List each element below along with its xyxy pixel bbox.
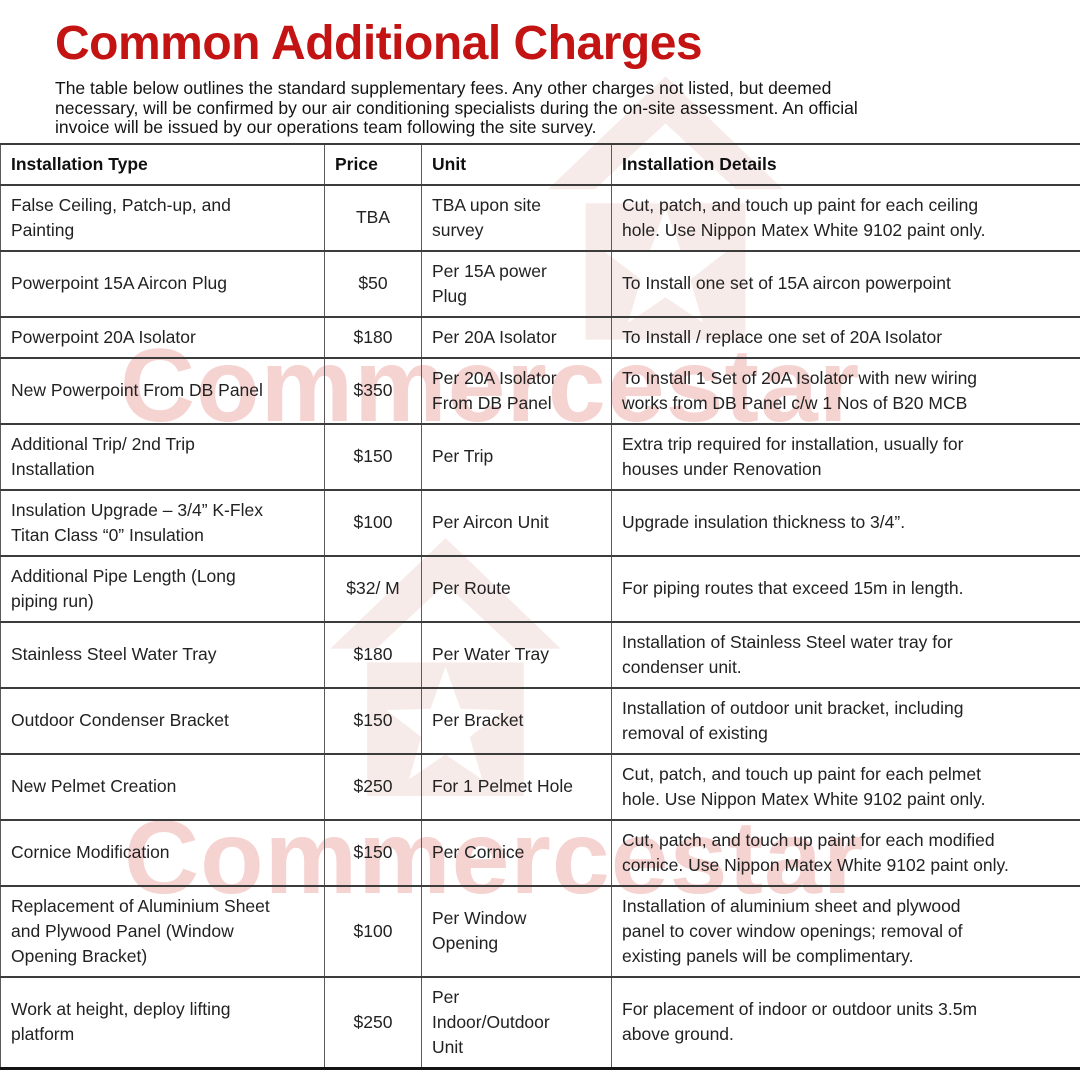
cell-price: $180: [324, 620, 422, 689]
table-header-row: Installation Type Price Unit Installatio…: [0, 142, 1080, 186]
table-row: New Pelmet Creation $250 For 1 Pelmet Hole…: [0, 752, 1080, 821]
table-row: Work at height, deploy lifting platform $…: [0, 975, 1080, 1070]
cell-installation-type: Work at height, deploy lifting platform: [0, 975, 325, 1070]
cell-unit: Per 15A power Plug: [421, 249, 612, 318]
cell-installation-type: Insulation Upgrade – 3/4” K-Flex Titan C…: [0, 488, 325, 557]
cell-installation-details: For placement of indoor or outdoor units…: [611, 975, 1080, 1070]
cell-price: $250: [324, 975, 422, 1070]
cell-price: $150: [324, 818, 422, 887]
table-row: Stainless Steel Water Tray $180 Per Water …: [0, 620, 1080, 689]
cell-installation-details: For piping routes that exceed 15m in len…: [611, 554, 1080, 623]
cell-price: $150: [324, 422, 422, 491]
table-row: Insulation Upgrade – 3/4” K-Flex Titan C…: [0, 488, 1080, 557]
cell-installation-type: Powerpoint 20A Isolator: [0, 315, 325, 359]
cell-price: $180: [324, 315, 422, 359]
table-body: False Ceiling, Patch-up, and Painting TBA…: [0, 183, 1080, 1070]
cell-installation-type: Outdoor Condenser Bracket: [0, 686, 325, 755]
cell-unit: TBA upon site survey: [421, 183, 612, 252]
cell-installation-details: Extra trip required for installation, us…: [611, 422, 1080, 491]
cell-unit: Per Indoor/Outdoor Unit: [421, 975, 612, 1070]
cell-unit: Per Water Tray: [421, 620, 612, 689]
cell-installation-details: Installation of Stainless Steel water tr…: [611, 620, 1080, 689]
cell-unit: Per 20A Isolator: [421, 315, 612, 359]
table-row: Outdoor Condenser Bracket $150 Per Bracket…: [0, 686, 1080, 755]
column-header-unit: Unit: [421, 142, 612, 186]
cell-installation-type: New Powerpoint From DB Panel: [0, 356, 325, 425]
cell-installation-type: Powerpoint 15A Aircon Plug: [0, 249, 325, 318]
cell-price: $150: [324, 686, 422, 755]
table-row: New Powerpoint From DB Panel $350 Per 20A …: [0, 356, 1080, 425]
table-row: Cornice Modification $150 Per Cornice Cut, …: [0, 818, 1080, 887]
cell-installation-type: Additional Trip/ 2nd Trip Installation: [0, 422, 325, 491]
table-row: Replacement of Aluminium Sheet and Plywo…: [0, 884, 1080, 978]
column-header-installation-type: Installation Type: [0, 142, 325, 186]
cell-price: $100: [324, 488, 422, 557]
table-row: Additional Trip/ 2nd Trip Installation $1…: [0, 422, 1080, 491]
cell-installation-details: Upgrade insulation thickness to 3/4”.: [611, 488, 1080, 557]
cell-unit: Per Window Opening: [421, 884, 612, 978]
cell-price: $50: [324, 249, 422, 318]
cell-unit: Per Cornice: [421, 818, 612, 887]
cell-installation-type: Stainless Steel Water Tray: [0, 620, 325, 689]
cell-unit: Per Trip: [421, 422, 612, 491]
cell-installation-details: To Install one set of 15A aircon powerpo…: [611, 249, 1080, 318]
table-row: Powerpoint 20A Isolator $180 Per 20A Isola…: [0, 315, 1080, 359]
cell-installation-details: Installation of outdoor unit bracket, in…: [611, 686, 1080, 755]
cell-installation-details: Cut, patch, and touch up paint for each …: [611, 752, 1080, 821]
column-header-price: Price: [324, 142, 422, 186]
cell-unit: Per Route: [421, 554, 612, 623]
cell-installation-type: Replacement of Aluminium Sheet and Plywo…: [0, 884, 325, 978]
cell-installation-details: To Install / replace one set of 20A Isol…: [611, 315, 1080, 359]
cell-installation-type: Cornice Modification: [0, 818, 325, 887]
cell-installation-type: False Ceiling, Patch-up, and Painting: [0, 183, 325, 252]
cell-installation-details: Cut, patch, and touch up paint for each …: [611, 818, 1080, 887]
cell-installation-type: Additional Pipe Length (Long piping run): [0, 554, 325, 623]
cell-unit: Per Aircon Unit: [421, 488, 612, 557]
page-title: Common Additional Charges: [55, 17, 703, 70]
cell-price: $250: [324, 752, 422, 821]
cell-unit: Per 20A Isolator From DB Panel: [421, 356, 612, 425]
cell-unit: For 1 Pelmet Hole: [421, 752, 612, 821]
table-row: Additional Pipe Length (Long piping run)…: [0, 554, 1080, 623]
cell-unit: Per Bracket: [421, 686, 612, 755]
cell-installation-type: New Pelmet Creation: [0, 752, 325, 821]
page-subtitle: The table below outlines the standard su…: [55, 78, 858, 137]
table-row: False Ceiling, Patch-up, and Painting TBA…: [0, 183, 1080, 252]
charges-table: Installation Type Price Unit Installatio…: [0, 142, 1080, 1070]
cell-price: $32/ M: [324, 554, 422, 623]
cell-price: $100: [324, 884, 422, 978]
column-header-installation-details: Installation Details: [611, 142, 1080, 186]
cell-installation-details: To Install 1 Set of 20A Isolator with ne…: [611, 356, 1080, 425]
table-row: Powerpoint 15A Aircon Plug $50 Per 15A pow…: [0, 249, 1080, 318]
cell-installation-details: Cut, patch, and touch up paint for each …: [611, 183, 1080, 252]
cell-price: $350: [324, 356, 422, 425]
cell-price: TBA: [324, 183, 422, 252]
cell-installation-details: Installation of aluminium sheet and plyw…: [611, 884, 1080, 978]
